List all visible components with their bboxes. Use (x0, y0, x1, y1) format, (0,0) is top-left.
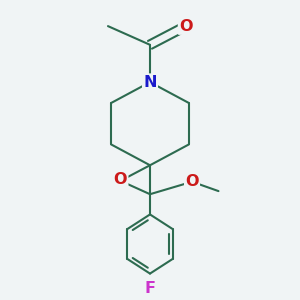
Text: O: O (114, 172, 127, 187)
Text: O: O (179, 19, 193, 34)
Text: F: F (145, 281, 155, 296)
Text: O: O (185, 174, 199, 189)
Text: N: N (143, 75, 157, 90)
